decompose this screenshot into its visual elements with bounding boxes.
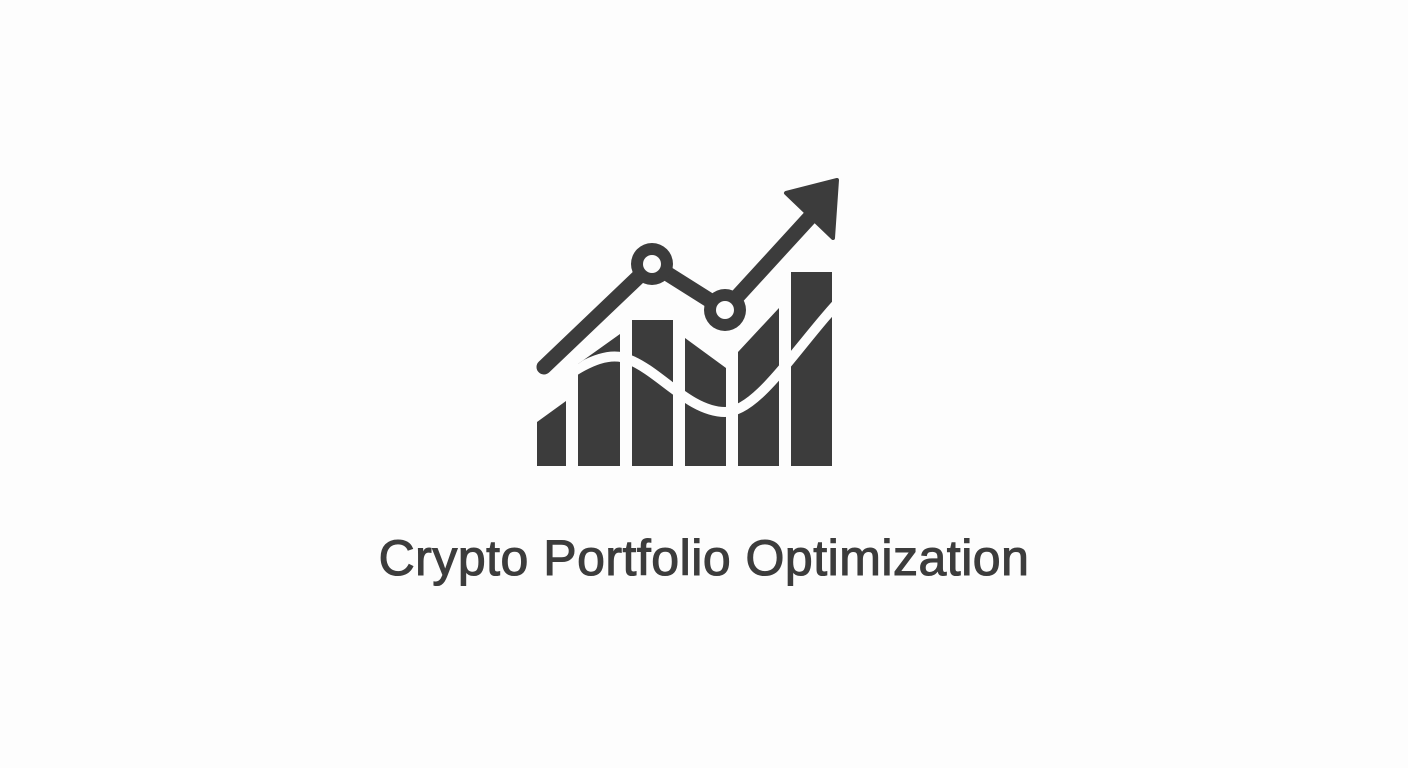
trend-chart-icon <box>520 170 850 480</box>
arrow-head-icon <box>784 178 839 240</box>
page-title: Crypto Portfolio Optimization <box>378 529 1030 586</box>
trend-line <box>530 178 839 381</box>
trend-nodes <box>631 243 746 331</box>
